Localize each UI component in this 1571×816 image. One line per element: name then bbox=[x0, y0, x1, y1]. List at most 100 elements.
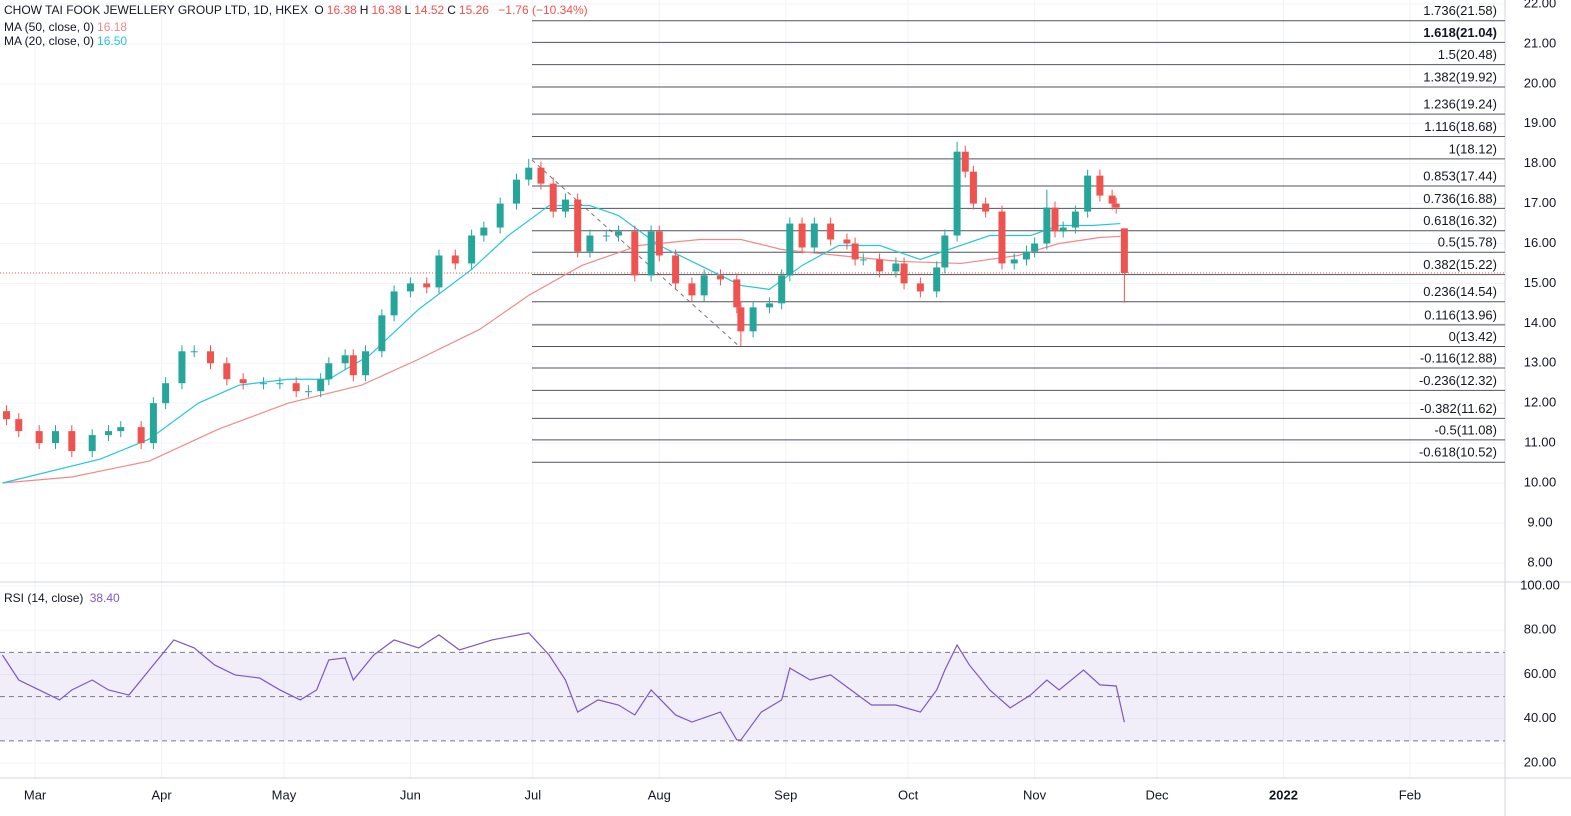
y-tick-label: 16.00 bbox=[1524, 235, 1557, 250]
candle-body bbox=[961, 151, 969, 172]
x-tick-label: Oct bbox=[898, 787, 919, 802]
candle-body bbox=[341, 355, 349, 364]
candle-body bbox=[1084, 175, 1092, 212]
fib-label: -0.618(10.52) bbox=[1419, 445, 1497, 460]
candle-body bbox=[525, 167, 533, 180]
y-tick-label: 8.00 bbox=[1527, 554, 1552, 569]
y-tick-label: 13.00 bbox=[1524, 355, 1557, 370]
fib-label: 1.382(19.92) bbox=[1423, 69, 1497, 84]
candle-body bbox=[68, 431, 76, 452]
fib-label: 0.116(13.96) bbox=[1424, 307, 1497, 322]
ma-line bbox=[2, 204, 1121, 484]
candle-body bbox=[276, 383, 284, 385]
y-tick-label: 19.00 bbox=[1524, 115, 1557, 130]
candle-body bbox=[859, 259, 867, 261]
fib-label: -0.236(12.32) bbox=[1419, 373, 1497, 388]
candle-body bbox=[51, 431, 59, 444]
candle-body bbox=[1071, 211, 1079, 228]
candle-body bbox=[435, 255, 443, 288]
candle-body bbox=[916, 283, 924, 292]
y-tick-label: 17.00 bbox=[1524, 195, 1557, 210]
y-tick-label: 20.00 bbox=[1524, 754, 1557, 769]
candle-body bbox=[1031, 243, 1039, 252]
candle-body bbox=[631, 231, 639, 276]
ohlc-label: O bbox=[314, 3, 324, 17]
candle-body bbox=[117, 427, 125, 432]
candle-body bbox=[1108, 195, 1116, 204]
candle-body bbox=[149, 403, 157, 444]
ma-legend-row: MA (20, close, 0) 16.50 bbox=[4, 34, 130, 48]
candle-body bbox=[1051, 207, 1059, 232]
candle-body bbox=[941, 235, 949, 268]
candle-body bbox=[933, 267, 941, 292]
rsi-line bbox=[1, 632, 1125, 741]
fib-label: -0.382(11.62) bbox=[1420, 401, 1497, 416]
candle-body bbox=[851, 243, 859, 260]
x-tick-label: Nov bbox=[1023, 787, 1047, 802]
fib-label: 0(13.42) bbox=[1449, 329, 1497, 344]
ma-name: MA (50, close, 0) bbox=[4, 20, 95, 34]
candle-body bbox=[239, 379, 247, 384]
ohlc-values: O 16.38 H 16.38 L 14.52 C 15.26 bbox=[314, 3, 492, 17]
candle-body bbox=[317, 379, 325, 392]
candle-body bbox=[423, 283, 431, 288]
candle-body bbox=[105, 431, 113, 436]
fib-label: -0.116(12.88) bbox=[1420, 350, 1497, 365]
candle-body bbox=[765, 303, 773, 308]
fib-label: 1.736(21.58) bbox=[1423, 3, 1497, 18]
fib-label: 1.5(20.48) bbox=[1438, 47, 1497, 62]
y-tick-label: 80.00 bbox=[1524, 622, 1557, 637]
y-tick-label: 22.00 bbox=[1524, 0, 1557, 10]
x-tick-label: Sep bbox=[774, 787, 797, 802]
candle-body bbox=[390, 291, 398, 316]
x-tick-label: Jun bbox=[400, 787, 421, 802]
fib-label: -0.5(11.08) bbox=[1434, 422, 1497, 437]
fib-label: 0.618(16.32) bbox=[1423, 213, 1497, 228]
candle-body bbox=[786, 223, 794, 276]
ma-last: 16.18 bbox=[97, 20, 128, 34]
candle-body bbox=[969, 171, 977, 204]
candle-body bbox=[304, 391, 312, 393]
candle-body bbox=[378, 315, 386, 352]
change: −1.76 (−10.34%) bbox=[498, 3, 588, 17]
candle-body bbox=[1022, 251, 1030, 260]
candle-body bbox=[876, 259, 884, 272]
fib-label: 1.236(19.24) bbox=[1423, 97, 1497, 112]
ohlc-value: 16.38 bbox=[326, 3, 357, 17]
y-tick-label: 9.00 bbox=[1527, 514, 1552, 529]
candle-body bbox=[647, 231, 655, 276]
candle-body bbox=[700, 275, 708, 296]
candle-body bbox=[1043, 207, 1051, 244]
candle-body bbox=[1059, 227, 1067, 232]
candle-body bbox=[1120, 228, 1128, 274]
candle-body bbox=[810, 223, 818, 248]
candle-body bbox=[549, 183, 557, 212]
ma-name: MA (20, close, 0) bbox=[4, 34, 95, 48]
symbol-title: CHOW TAI FOOK JEWELLERY GROUP LTD, 1D, H… bbox=[4, 3, 309, 17]
fib-label: 0.736(16.88) bbox=[1423, 191, 1497, 206]
candle-body bbox=[574, 199, 582, 252]
x-tick-label: Mar bbox=[24, 787, 47, 802]
candle-body bbox=[512, 179, 520, 204]
candle-body bbox=[260, 383, 268, 385]
candle-body bbox=[749, 307, 757, 332]
candle-body bbox=[223, 363, 231, 380]
candle-body bbox=[602, 235, 610, 237]
candle-body bbox=[207, 351, 215, 364]
y-tick-label: 10.00 bbox=[1524, 474, 1557, 489]
candle-body bbox=[451, 255, 459, 264]
rsi-title: RSI (14, close) bbox=[4, 591, 84, 605]
y-tick-label: 40.00 bbox=[1524, 710, 1557, 725]
candle-body bbox=[737, 307, 745, 332]
fib-label: 0.853(17.44) bbox=[1423, 168, 1497, 183]
candle-body bbox=[537, 167, 545, 184]
candle-body bbox=[561, 199, 569, 212]
ohlc-label: C bbox=[447, 3, 456, 17]
candle-body bbox=[998, 211, 1006, 264]
ohlc-label: H bbox=[359, 3, 369, 17]
y-tick-label: 12.00 bbox=[1524, 395, 1557, 410]
x-tick-label: 2022 bbox=[1269, 787, 1298, 802]
candle-body bbox=[586, 235, 594, 252]
y-tick-label: 100.00 bbox=[1520, 577, 1560, 592]
